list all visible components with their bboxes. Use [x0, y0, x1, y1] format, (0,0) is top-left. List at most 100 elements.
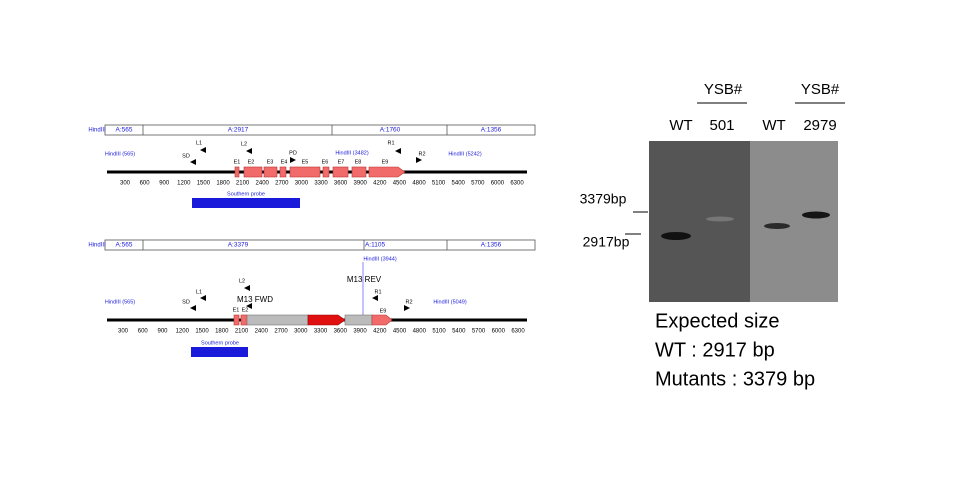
lane-label: 501	[709, 117, 734, 134]
lane-label: WT	[669, 117, 692, 134]
feature-label: E4	[281, 159, 288, 165]
primer-flag	[190, 305, 196, 311]
feature-label: SD	[182, 299, 190, 305]
axis-label: 4500	[393, 329, 407, 335]
primer-flag	[190, 159, 196, 165]
blot-panel	[750, 141, 838, 302]
axis-label: 5400	[452, 181, 466, 187]
axis-label: 6300	[511, 329, 525, 335]
primer-flag	[246, 148, 252, 154]
feature-label: E2	[248, 159, 255, 165]
feature-label: E1	[234, 159, 241, 165]
feature-label: R2	[418, 151, 425, 157]
feature-label: E6	[322, 159, 329, 165]
lane-label: 2979	[803, 117, 836, 134]
axis-label: 4500	[393, 181, 407, 187]
feature-label: R1	[387, 140, 394, 146]
axis-label: 5100	[432, 329, 446, 335]
axis-label: 4800	[413, 329, 427, 335]
note: WT : 2917 bp	[655, 339, 775, 361]
feature-label: HindIII (5049)	[433, 299, 466, 305]
band	[706, 216, 734, 222]
band	[661, 232, 691, 240]
primer-flag	[372, 295, 378, 301]
feature-label: SD	[182, 153, 190, 159]
segment-label: A:3379	[228, 242, 249, 249]
axis-label: 900	[157, 329, 168, 335]
construct	[233, 314, 393, 326]
axis-label: 5700	[472, 329, 486, 335]
marker-label: 3379bp	[580, 191, 627, 207]
feature-label: E9	[382, 159, 389, 165]
band	[764, 223, 790, 229]
axis-label: 6300	[510, 181, 524, 187]
axis-label: 3600	[334, 329, 348, 335]
primer-flag	[404, 305, 410, 311]
probe-label: Southern probe	[201, 340, 239, 346]
feature-label: HindIII (565)	[105, 151, 135, 157]
feature-label: L1	[196, 289, 202, 295]
feature-label: R2	[405, 299, 412, 305]
segment-label: A:1105	[365, 242, 386, 249]
axis-label: 2700	[275, 181, 289, 187]
feature-label: HindIII (5242)	[448, 151, 481, 157]
axis-label: 5100	[432, 181, 446, 187]
feature-label: M13 REV	[347, 275, 382, 284]
axis-label: 1500	[195, 329, 209, 335]
feature-label: HindIII (565)	[105, 299, 135, 305]
segment-bar	[104, 124, 536, 136]
feature-label: L2	[239, 278, 245, 284]
axis-label: 4200	[373, 329, 387, 335]
axis-label: 300	[118, 329, 129, 335]
group-label: YSB#	[704, 81, 743, 98]
feature-label: E2	[242, 307, 249, 313]
feature-label: HindIII (3944)	[363, 256, 396, 262]
band	[802, 211, 830, 219]
feature-label: L1	[196, 140, 202, 146]
axis-label: 2100	[236, 181, 250, 187]
hindiii-label: HindIII	[88, 243, 106, 249]
segment-label: A:1760	[380, 127, 401, 134]
feature-label: E9	[380, 308, 387, 314]
primer-flag	[395, 148, 401, 154]
axis-label: 3300	[314, 329, 328, 335]
axis-label: 900	[159, 181, 170, 187]
axis-label: 6000	[491, 181, 505, 187]
segment-label: A:1356	[481, 242, 502, 249]
axis-label: 2400	[255, 329, 269, 335]
feature-label: HindIII (3482)	[335, 150, 368, 156]
axis-label: 6000	[492, 329, 506, 335]
segment-bar	[104, 239, 536, 251]
note: Mutants : 3379 bp	[655, 368, 815, 390]
segment-label: A:1356	[481, 127, 502, 134]
note: Expected size	[655, 310, 780, 332]
probe-bar	[192, 198, 300, 208]
axis-label: 3000	[295, 181, 309, 187]
axis-label: 5700	[471, 181, 485, 187]
segment-label: A:565	[116, 127, 133, 134]
axis-label: 3900	[354, 181, 368, 187]
lane-label: WT	[762, 117, 785, 134]
feature-label: L2	[241, 141, 247, 147]
probe-label: Southern probe	[227, 191, 265, 197]
feature-label: M13 FWD	[237, 295, 273, 304]
axis-label: 4800	[412, 181, 426, 187]
axis-label: 1500	[197, 181, 211, 187]
blot-panel	[649, 141, 750, 302]
axis-label: 1200	[177, 181, 191, 187]
feature-label: R1	[374, 289, 381, 295]
feature-label: PD	[289, 150, 297, 156]
axis-label: 3000	[294, 329, 308, 335]
axis-label: 1800	[216, 181, 230, 187]
primer-flag	[244, 285, 250, 291]
axis-label: 600	[140, 181, 151, 187]
axis-label: 1200	[176, 329, 190, 335]
exons	[234, 166, 406, 178]
axis-label: 3600	[334, 181, 348, 187]
axis-label: 2700	[274, 329, 288, 335]
primer-flag	[200, 147, 206, 153]
axis-label: 2100	[235, 329, 249, 335]
axis-label: 5400	[452, 329, 466, 335]
axis-label: 4200	[373, 181, 387, 187]
